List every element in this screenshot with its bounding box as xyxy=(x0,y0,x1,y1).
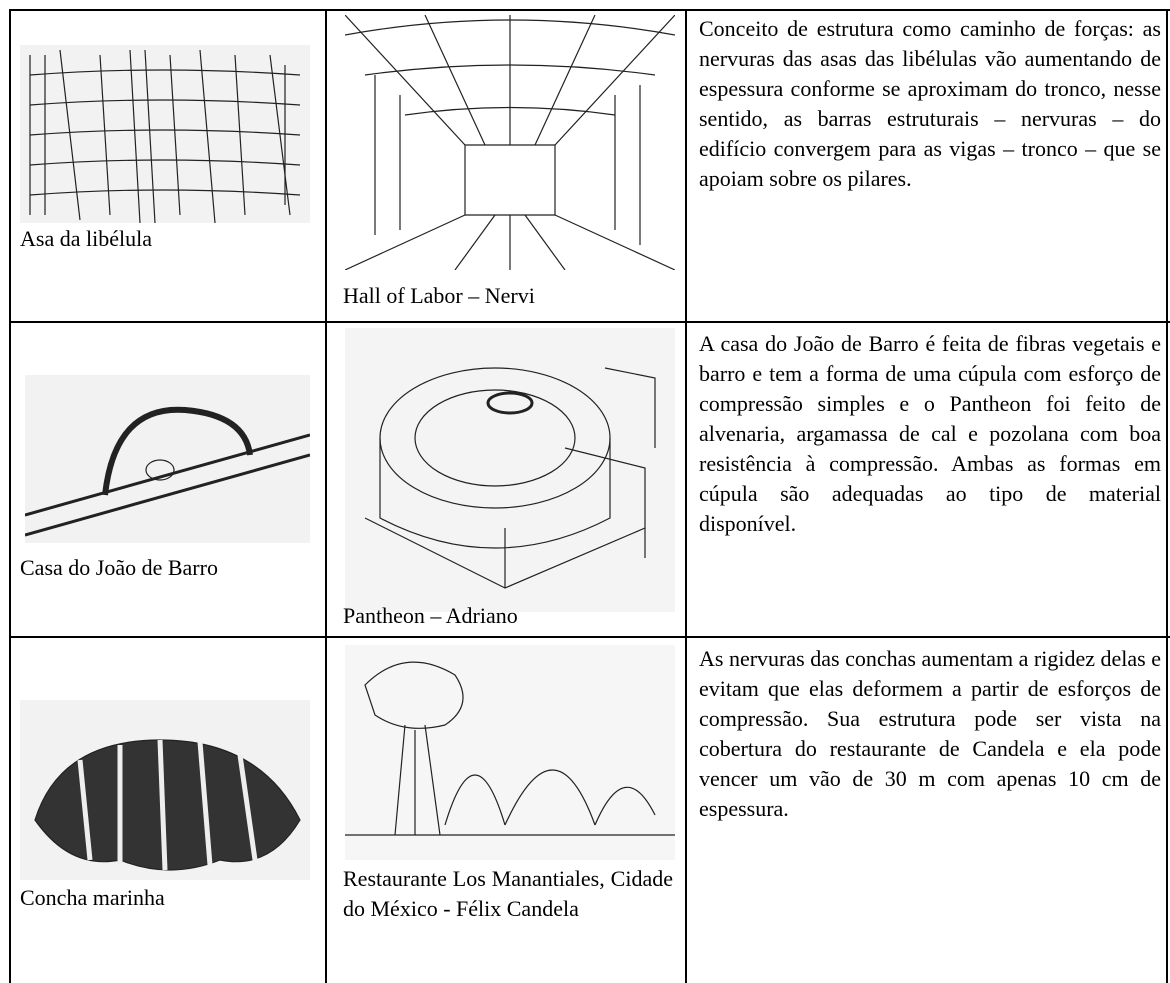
caption: Concha marinha xyxy=(20,885,165,910)
caption: Hall of Labor – Nervi xyxy=(343,283,535,308)
border xyxy=(9,9,11,983)
caption: Casa do João de Barro xyxy=(20,555,218,580)
description: Conceito de estrutura como caminho de fo… xyxy=(699,16,1161,191)
border xyxy=(9,9,1170,11)
border xyxy=(325,9,327,983)
border xyxy=(9,321,1170,323)
caption: Asa da libélula xyxy=(20,226,152,251)
dragonfly-wing-image xyxy=(20,45,310,223)
caption: Pantheon – Adriano xyxy=(343,603,518,628)
border xyxy=(9,636,1170,638)
description: As nervuras das conchas aumentam a rigid… xyxy=(699,646,1161,821)
pantheon-image xyxy=(345,328,675,612)
seashell-image xyxy=(20,700,310,880)
border xyxy=(1166,9,1168,983)
los-manantiales-image xyxy=(345,645,675,860)
description: A casa do João de Barro é feita de fibra… xyxy=(699,331,1161,536)
ovenbird-nest-image xyxy=(25,375,310,543)
hall-of-labor-image xyxy=(345,15,675,270)
border xyxy=(685,9,687,983)
caption: Restaurante Los Manantiales, Cidade do M… xyxy=(343,866,673,921)
